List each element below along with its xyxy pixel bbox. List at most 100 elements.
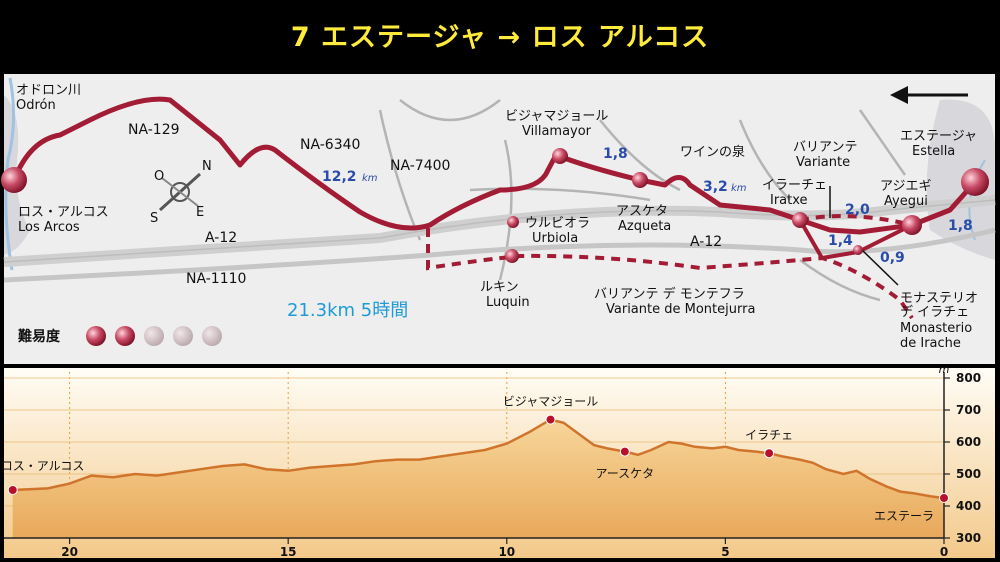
label-irache-es-2: de Irache — [900, 336, 961, 351]
distance-unit-3: km — [731, 183, 747, 194]
distance-segment-6: 0,9 — [880, 250, 905, 266]
road-label-a12-right: A-12 — [690, 234, 722, 250]
label-iratxe-es: Iratxe — [770, 193, 808, 208]
road-label-na7400: NA-7400 — [390, 158, 450, 174]
y-tick-label: 700 — [956, 403, 981, 417]
marker-urbiola[interactable] — [507, 216, 519, 228]
label-wine-fountain: ワインの泉 — [680, 144, 745, 160]
label-variante-es: Variante — [796, 155, 850, 170]
profile-x-ticks: 20 15 10 5 0 — [61, 538, 948, 559]
marker-luquin[interactable] — [505, 249, 519, 263]
distance-segment-3: 3,2 — [703, 179, 728, 195]
elevation-profile-panel: m 800 700 600 500 400 300 20 15 10 5 0 ロス・アルコス ビジャ… — [1, 363, 995, 559]
difficulty-icon — [173, 326, 193, 346]
distance-unit-1: km — [362, 173, 378, 184]
profile-point-marker[interactable] — [939, 493, 949, 503]
profile-unit: m — [939, 363, 950, 376]
x-tick-label: 10 — [498, 545, 515, 559]
marker-monasterio[interactable] — [853, 245, 863, 255]
page-title: 7 エステージャ → ロス アルコス — [290, 21, 710, 53]
town-area-los-arcos — [4, 95, 30, 255]
y-tick-label: 400 — [956, 499, 981, 513]
profile-y-ticks: 800 700 600 500 400 300 — [944, 371, 981, 545]
label-iratxe-jp: イラーチェ — [762, 178, 827, 193]
x-tick-label: 0 — [940, 545, 948, 559]
label-luquin-es: Luquin — [486, 295, 530, 310]
profile-point-marker[interactable] — [7, 485, 18, 495]
compass-west: O — [154, 169, 164, 184]
profile-point-label: ロス・アルコス — [1, 459, 85, 473]
label-montejurra-es: Variante de Montejurra — [606, 302, 755, 317]
distance-segment-4: 2,0 — [845, 202, 870, 218]
marker-los-arcos[interactable] — [1, 167, 27, 193]
difficulty-rating — [86, 326, 222, 346]
profile-point-marker[interactable] — [545, 414, 556, 425]
label-variante-jp: バリアンテ — [793, 140, 857, 155]
map-panel: N S E O オドロン川 Odrón ロス・アルコス Los Arcos ビジ… — [1, 74, 996, 364]
label-luquin-jp: ルキン — [480, 280, 519, 295]
profile-point-label: エステーラ — [874, 509, 934, 523]
profile-point-label: ビジャマジョール — [503, 395, 598, 409]
marker-azqueta[interactable] — [632, 172, 648, 188]
road-label-a12-left: A-12 — [205, 230, 237, 246]
y-tick-label: 800 — [956, 371, 981, 385]
profile-point-label: アースケタ — [595, 467, 654, 481]
marker-iratxe[interactable] — [792, 212, 808, 228]
label-irache-jp-1: モナステリオ — [900, 291, 978, 306]
direction-arrow-icon — [890, 86, 968, 104]
variant-ayegui-route — [799, 214, 913, 227]
summary-distance-time: 21.3km 5時間 — [287, 300, 408, 321]
difficulty-icon — [202, 326, 222, 346]
distance-segment-1: 12,2 — [322, 169, 357, 185]
difficulty-icon — [115, 326, 135, 346]
y-tick-label: 500 — [956, 467, 981, 481]
profile-point-marker[interactable] — [764, 448, 775, 459]
difficulty-icon — [144, 326, 164, 346]
label-odron-es: Odrón — [16, 98, 56, 113]
label-los-arcos-jp: ロス・アルコス — [18, 205, 109, 220]
compass-icon: N S E O — [150, 159, 212, 226]
road-label-na1110: NA-1110 — [186, 271, 246, 287]
compass-north: N — [202, 159, 212, 174]
marker-ayegui[interactable] — [902, 215, 922, 235]
x-tick-label: 15 — [280, 545, 297, 559]
difficulty-label: 難易度 — [18, 328, 61, 345]
marker-estella[interactable] — [961, 168, 989, 196]
label-villamayor-jp: ビジャマジョール — [505, 109, 608, 124]
compass-east: E — [196, 205, 204, 220]
marker-villamayor[interactable] — [552, 148, 568, 164]
label-estella-es: Estella — [912, 144, 955, 159]
label-montejurra-jp: バリアンテ デ モンテフラ — [594, 286, 745, 302]
label-urbiola-es: Urbiola — [532, 231, 578, 246]
profile-point-marker[interactable] — [619, 446, 630, 457]
x-tick-label: 5 — [721, 545, 729, 559]
y-tick-label: 600 — [956, 435, 981, 449]
label-villamayor-es: Villamayor — [522, 124, 592, 139]
label-odron-jp: オドロン川 — [16, 83, 81, 98]
label-urbiola-jp: ウルビオラ — [525, 216, 590, 231]
label-azqueta-es: Azqueta — [618, 219, 671, 234]
label-los-arcos-es: Los Arcos — [18, 220, 80, 235]
label-ayegui-jp: アジエギ — [880, 179, 931, 194]
label-azqueta-jp: アスケタ — [616, 204, 668, 219]
river-odron — [4, 77, 16, 271]
x-tick-label: 20 — [61, 545, 78, 559]
town-area-estella — [926, 99, 995, 260]
route-segment-irache — [798, 218, 913, 261]
profile-line — [12, 418, 945, 500]
distance-segment-5: 1,4 — [828, 233, 853, 249]
label-estella-jp: エステージャ — [900, 129, 977, 144]
distance-segment-2: 1,8 — [603, 146, 628, 162]
road-label-na6340: NA-6340 — [300, 137, 360, 153]
profile-point-label: イラチェ — [745, 428, 793, 442]
compass-south: S — [150, 211, 158, 226]
leader-line-irache — [861, 249, 899, 286]
label-irache-es-1: Monasterio — [900, 321, 972, 336]
distance-segment-7: 1,8 — [948, 218, 973, 234]
y-tick-label: 300 — [956, 531, 981, 545]
difficulty-icon — [86, 326, 106, 346]
road-na1110 — [3, 227, 996, 283]
road-label-na129: NA-129 — [128, 122, 180, 138]
